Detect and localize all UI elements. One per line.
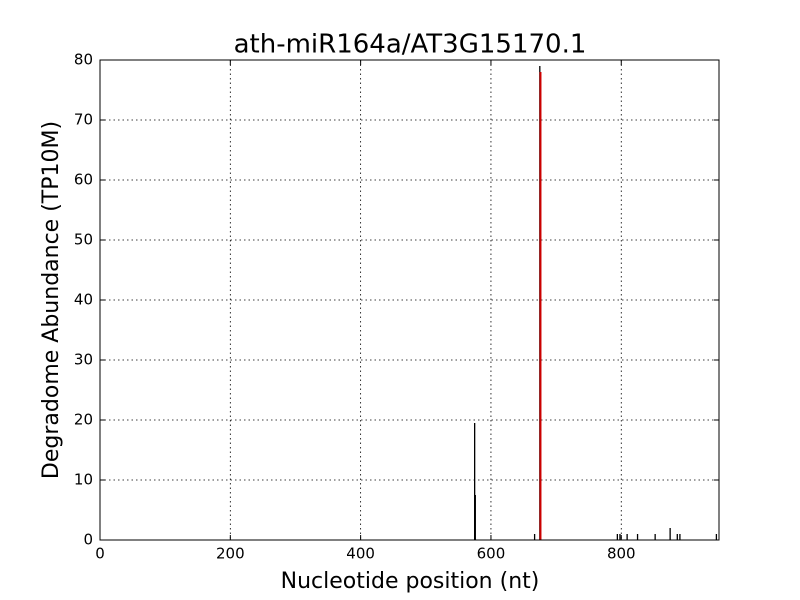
y-tick-label: 70 — [74, 111, 93, 129]
y-tick-label: 20 — [74, 411, 93, 429]
x-tick-label: 800 — [607, 545, 636, 563]
x-tick-label: 200 — [216, 545, 245, 563]
y-tick-label: 80 — [74, 51, 93, 69]
x-tick-label: 400 — [346, 545, 375, 563]
y-tick-label: 30 — [74, 351, 93, 369]
y-tick-label: 40 — [74, 291, 93, 309]
y-axis-label: Degradome Abundance (TP10M) — [39, 121, 64, 479]
x-tick-label: 600 — [477, 545, 506, 563]
x-axis-label: Nucleotide position (nt) — [281, 569, 540, 594]
chart-title: ath-miR164a/AT3G15170.1 — [234, 30, 587, 60]
y-tick-label: 0 — [83, 531, 93, 549]
y-tick-label: 10 — [74, 471, 93, 489]
y-tick-label: 60 — [74, 171, 93, 189]
plot-frame — [99, 59, 720, 541]
x-tick-label: 0 — [95, 545, 105, 563]
y-tick-label: 50 — [74, 231, 93, 249]
